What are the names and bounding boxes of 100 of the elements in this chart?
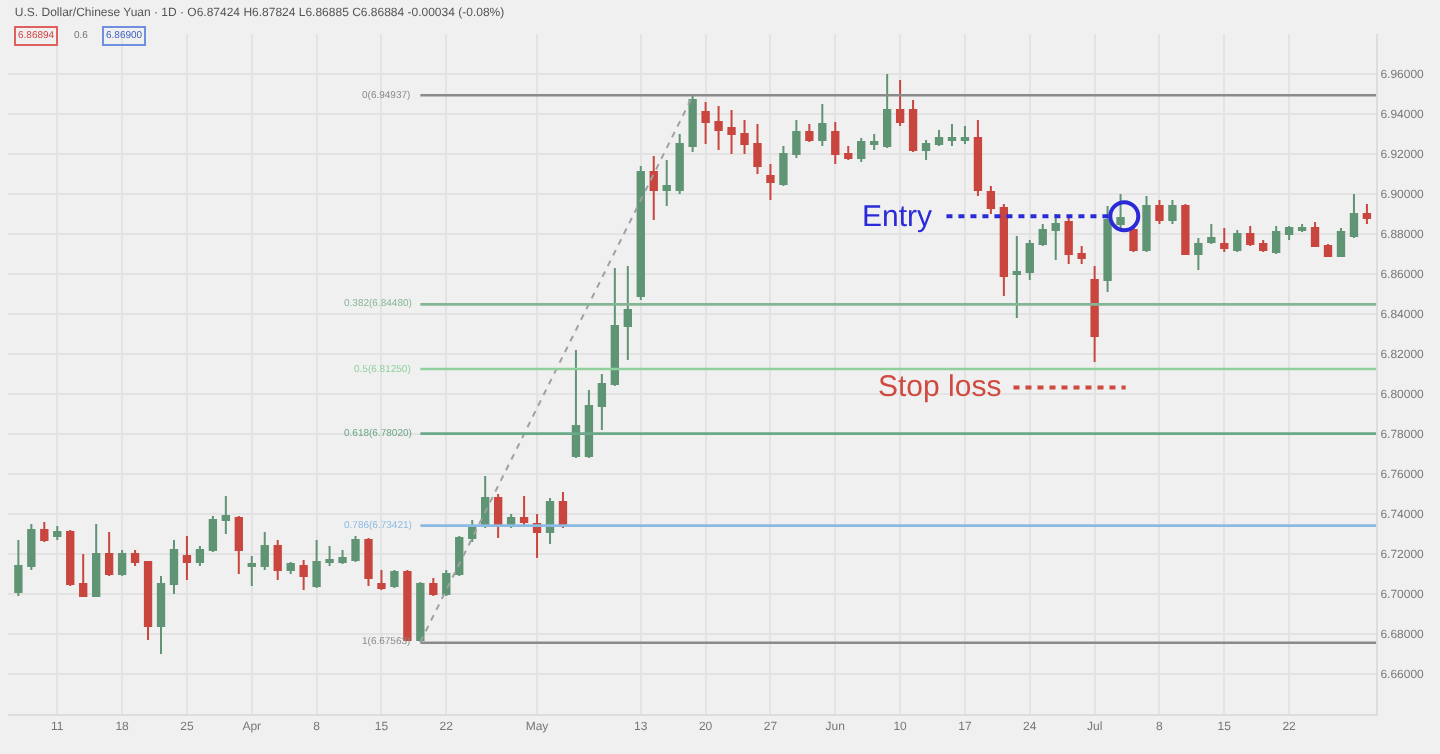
candlestick <box>390 569 399 589</box>
candlestick <box>662 159 671 207</box>
candlestick <box>1025 239 1034 281</box>
candlestick <box>364 537 373 587</box>
candlestick <box>338 549 347 565</box>
candlestick <box>779 145 788 187</box>
candlestick <box>701 101 710 145</box>
candlestick <box>740 119 749 155</box>
candlestick <box>623 265 632 361</box>
candlestick <box>1284 225 1294 241</box>
candlestick <box>182 535 192 581</box>
candlestick <box>1220 227 1229 253</box>
candlestick <box>455 535 464 577</box>
candlestick <box>688 95 697 153</box>
candlestick <box>870 133 879 151</box>
candlestick <box>675 133 684 195</box>
candlestick <box>1012 235 1021 319</box>
candlestick <box>1246 225 1255 247</box>
candlestick <box>727 109 736 155</box>
candlestick <box>545 497 555 545</box>
candlestick <box>1103 205 1112 293</box>
candlestick <box>1323 243 1333 257</box>
candlestick <box>610 267 620 387</box>
candlestick <box>40 521 49 543</box>
candlestick <box>844 145 853 161</box>
candlestick <box>104 531 114 577</box>
candlestick <box>234 515 243 575</box>
candlestick <box>299 559 308 591</box>
candlestick <box>753 123 762 175</box>
candlestick <box>130 549 140 567</box>
candlestick <box>1259 239 1268 253</box>
candlestick <box>429 577 438 597</box>
candlestick <box>208 515 218 553</box>
candlestick <box>895 79 905 127</box>
candlestick <box>921 139 931 161</box>
candlestick <box>1271 225 1281 255</box>
candlestick <box>973 119 983 197</box>
candlestick <box>1116 193 1125 229</box>
candlestick <box>1090 265 1099 363</box>
candlestick <box>79 553 88 597</box>
candlestick <box>584 389 594 459</box>
candlestick <box>1207 223 1216 245</box>
candlestick <box>1194 237 1203 271</box>
candlestick <box>1077 245 1086 265</box>
candlestick <box>805 123 814 143</box>
candlestick <box>1181 203 1190 255</box>
candlestick <box>221 495 231 535</box>
candlestick <box>92 523 101 597</box>
candlestick <box>818 103 827 147</box>
candlestick <box>636 165 645 301</box>
candlestick <box>934 129 944 147</box>
annotation: Stop loss <box>878 370 1002 404</box>
candlestick <box>286 561 295 575</box>
candlestick <box>1233 229 1242 253</box>
candlestick <box>493 493 503 539</box>
candlestick <box>53 525 62 541</box>
candlestick <box>882 73 892 149</box>
candlestick <box>66 529 75 587</box>
candlestick <box>649 155 658 221</box>
candlestick <box>714 105 723 151</box>
candlestick <box>1038 223 1047 247</box>
candlestick <box>1129 225 1138 253</box>
candlestick <box>195 545 205 567</box>
candlestick <box>14 539 23 597</box>
candlestick <box>999 203 1009 297</box>
candlestick <box>857 137 866 163</box>
candlestick <box>312 539 321 589</box>
candlestick <box>169 539 179 595</box>
candlestick <box>908 99 918 153</box>
candlestick <box>325 545 334 567</box>
candlestick <box>27 523 36 571</box>
candlestick <box>1051 213 1060 261</box>
candlestick <box>960 125 970 145</box>
candlestick <box>986 185 996 215</box>
candlestick <box>1310 221 1320 247</box>
candlestick <box>416 581 425 643</box>
candlestick <box>1142 195 1151 253</box>
candlestick <box>247 555 256 587</box>
candlestick <box>947 123 957 147</box>
candlestick <box>117 549 127 577</box>
annotation: Entry <box>862 200 934 234</box>
candlestick <box>1064 217 1073 265</box>
candlestick <box>1336 227 1346 257</box>
candlestick <box>597 373 607 431</box>
candlestick <box>1155 199 1164 225</box>
candlestick <box>571 349 581 459</box>
candlestick <box>156 575 166 655</box>
candlestick <box>143 561 153 641</box>
candlestick <box>831 121 840 165</box>
candlestick <box>1168 199 1177 225</box>
candlestick <box>792 119 801 159</box>
candlestick <box>519 495 529 527</box>
candlestick <box>273 539 282 581</box>
candlestick <box>260 531 269 571</box>
candlestick <box>1297 223 1307 233</box>
candlestick <box>377 569 386 591</box>
candlestick <box>766 163 775 201</box>
candlestick <box>1362 203 1372 225</box>
candlestick <box>1349 193 1359 239</box>
candlestick <box>351 535 360 563</box>
